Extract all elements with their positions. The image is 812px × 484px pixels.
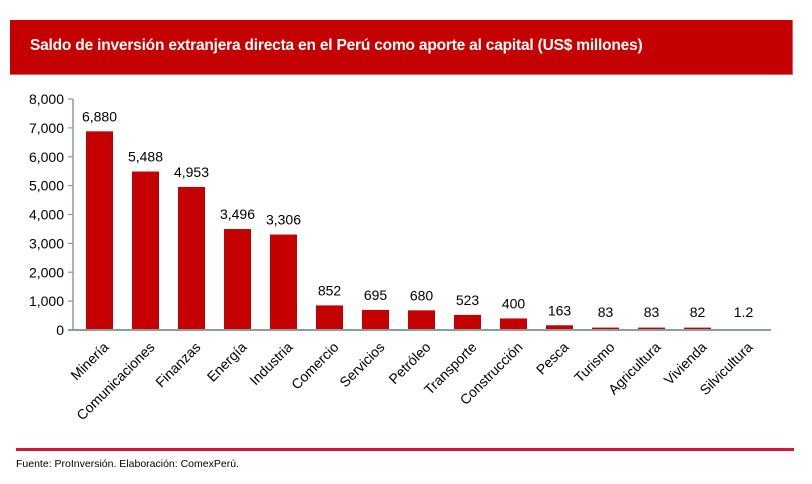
y-tick-label: 5,000 <box>29 178 64 194</box>
data-label: 83 <box>644 304 660 320</box>
bar <box>86 131 113 330</box>
x-tick-label: Minería <box>67 339 111 383</box>
bar <box>316 305 343 330</box>
x-tick-label: Turismo <box>571 339 618 386</box>
data-label: 83 <box>598 304 614 320</box>
data-label: 1.2 <box>734 304 754 320</box>
data-label: 5,488 <box>128 149 163 165</box>
data-label: 523 <box>456 292 480 308</box>
bar <box>270 234 297 330</box>
data-label: 400 <box>502 295 526 311</box>
data-label: 6,880 <box>82 108 117 124</box>
y-tick-label: 4,000 <box>29 207 64 223</box>
y-axis: 0 1,000 2,000 3,000 4,000 5,000 6,000 7,000 8,00… <box>29 91 74 338</box>
bars <box>86 131 757 330</box>
source-note: Fuente: ProInversión. Elaboración: Comex… <box>16 458 239 470</box>
data-label: 3,306 <box>266 212 301 228</box>
bar <box>592 327 619 330</box>
bar <box>684 327 711 330</box>
y-tick-label: 6,000 <box>29 149 64 165</box>
y-tick-label: 1,000 <box>29 293 64 309</box>
y-tick-label: 8,000 <box>29 91 64 107</box>
data-label: 4,953 <box>174 164 209 180</box>
x-tick-label: Pesca <box>533 339 572 378</box>
bar <box>546 325 573 330</box>
bar-chart: 0 1,000 2,000 3,000 4,000 5,000 6,000 7,000 8,00… <box>29 91 771 424</box>
bar <box>454 314 481 330</box>
data-label: 852 <box>318 282 342 298</box>
data-label: 163 <box>548 302 572 318</box>
y-tick-label: 0 <box>56 322 64 338</box>
data-label: 695 <box>364 287 388 303</box>
x-tick-label: Comunicaciones <box>73 339 157 423</box>
bar <box>132 171 159 330</box>
x-tick-label: Energía <box>204 339 250 385</box>
data-label: 82 <box>690 304 706 320</box>
footer-divider <box>16 448 794 451</box>
bar <box>638 327 665 330</box>
y-tick-label: 2,000 <box>29 264 64 280</box>
y-tick-label: 7,000 <box>29 120 64 136</box>
data-labels: 6,880 5,488 4,953 3,496 3,306 852 695 680 523 400… <box>82 108 753 320</box>
bar <box>224 229 251 330</box>
x-tick-label: Finanzas <box>152 339 203 390</box>
data-label: 680 <box>410 287 434 303</box>
x-tick-label: Servicios <box>336 339 387 390</box>
bar <box>178 186 205 330</box>
x-tick-label: Comercio <box>288 339 342 393</box>
data-label: 3,496 <box>220 206 255 222</box>
bar <box>362 309 389 330</box>
bar <box>500 318 527 330</box>
title-band: Saldo de inversión extranjera directa en… <box>10 20 793 75</box>
bar <box>408 310 435 330</box>
y-tick-label: 3,000 <box>29 235 64 251</box>
chart-title: Saldo de inversión extranjera directa en… <box>30 37 643 54</box>
